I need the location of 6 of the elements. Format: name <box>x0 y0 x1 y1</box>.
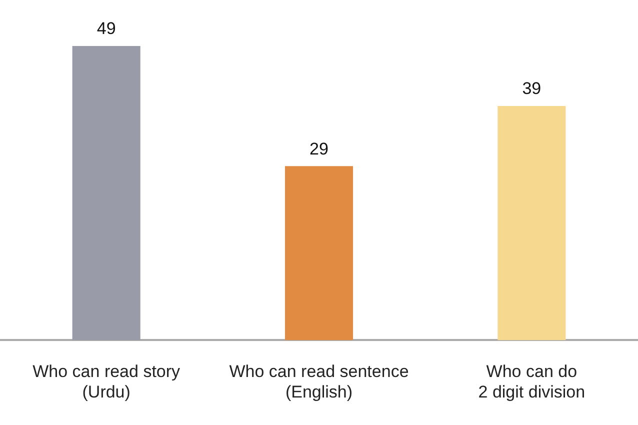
x-tick-label: Who can do 2 digit division <box>478 362 586 402</box>
data-label: 49 <box>96 19 116 38</box>
data-label: 29 <box>310 139 328 158</box>
x-tick-label: Who can read sentence (English) <box>229 362 409 402</box>
x-tick-label: Who can read story (Urdu) <box>32 362 181 402</box>
data-label: 39 <box>522 79 542 98</box>
